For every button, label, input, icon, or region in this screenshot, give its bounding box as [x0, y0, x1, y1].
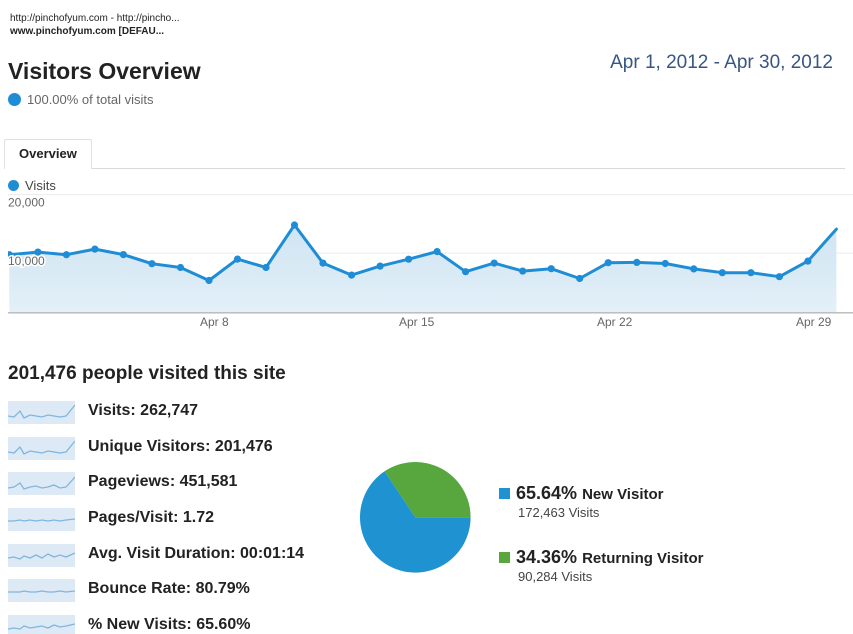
svg-text:Apr 8: Apr 8 [200, 315, 229, 329]
svg-text:Apr 29: Apr 29 [796, 315, 832, 329]
svg-text:10,000: 10,000 [8, 254, 45, 268]
svg-text:20,000: 20,000 [8, 196, 45, 210]
svg-text:Apr 15: Apr 15 [399, 315, 435, 329]
svg-text:Apr 22: Apr 22 [597, 315, 633, 329]
